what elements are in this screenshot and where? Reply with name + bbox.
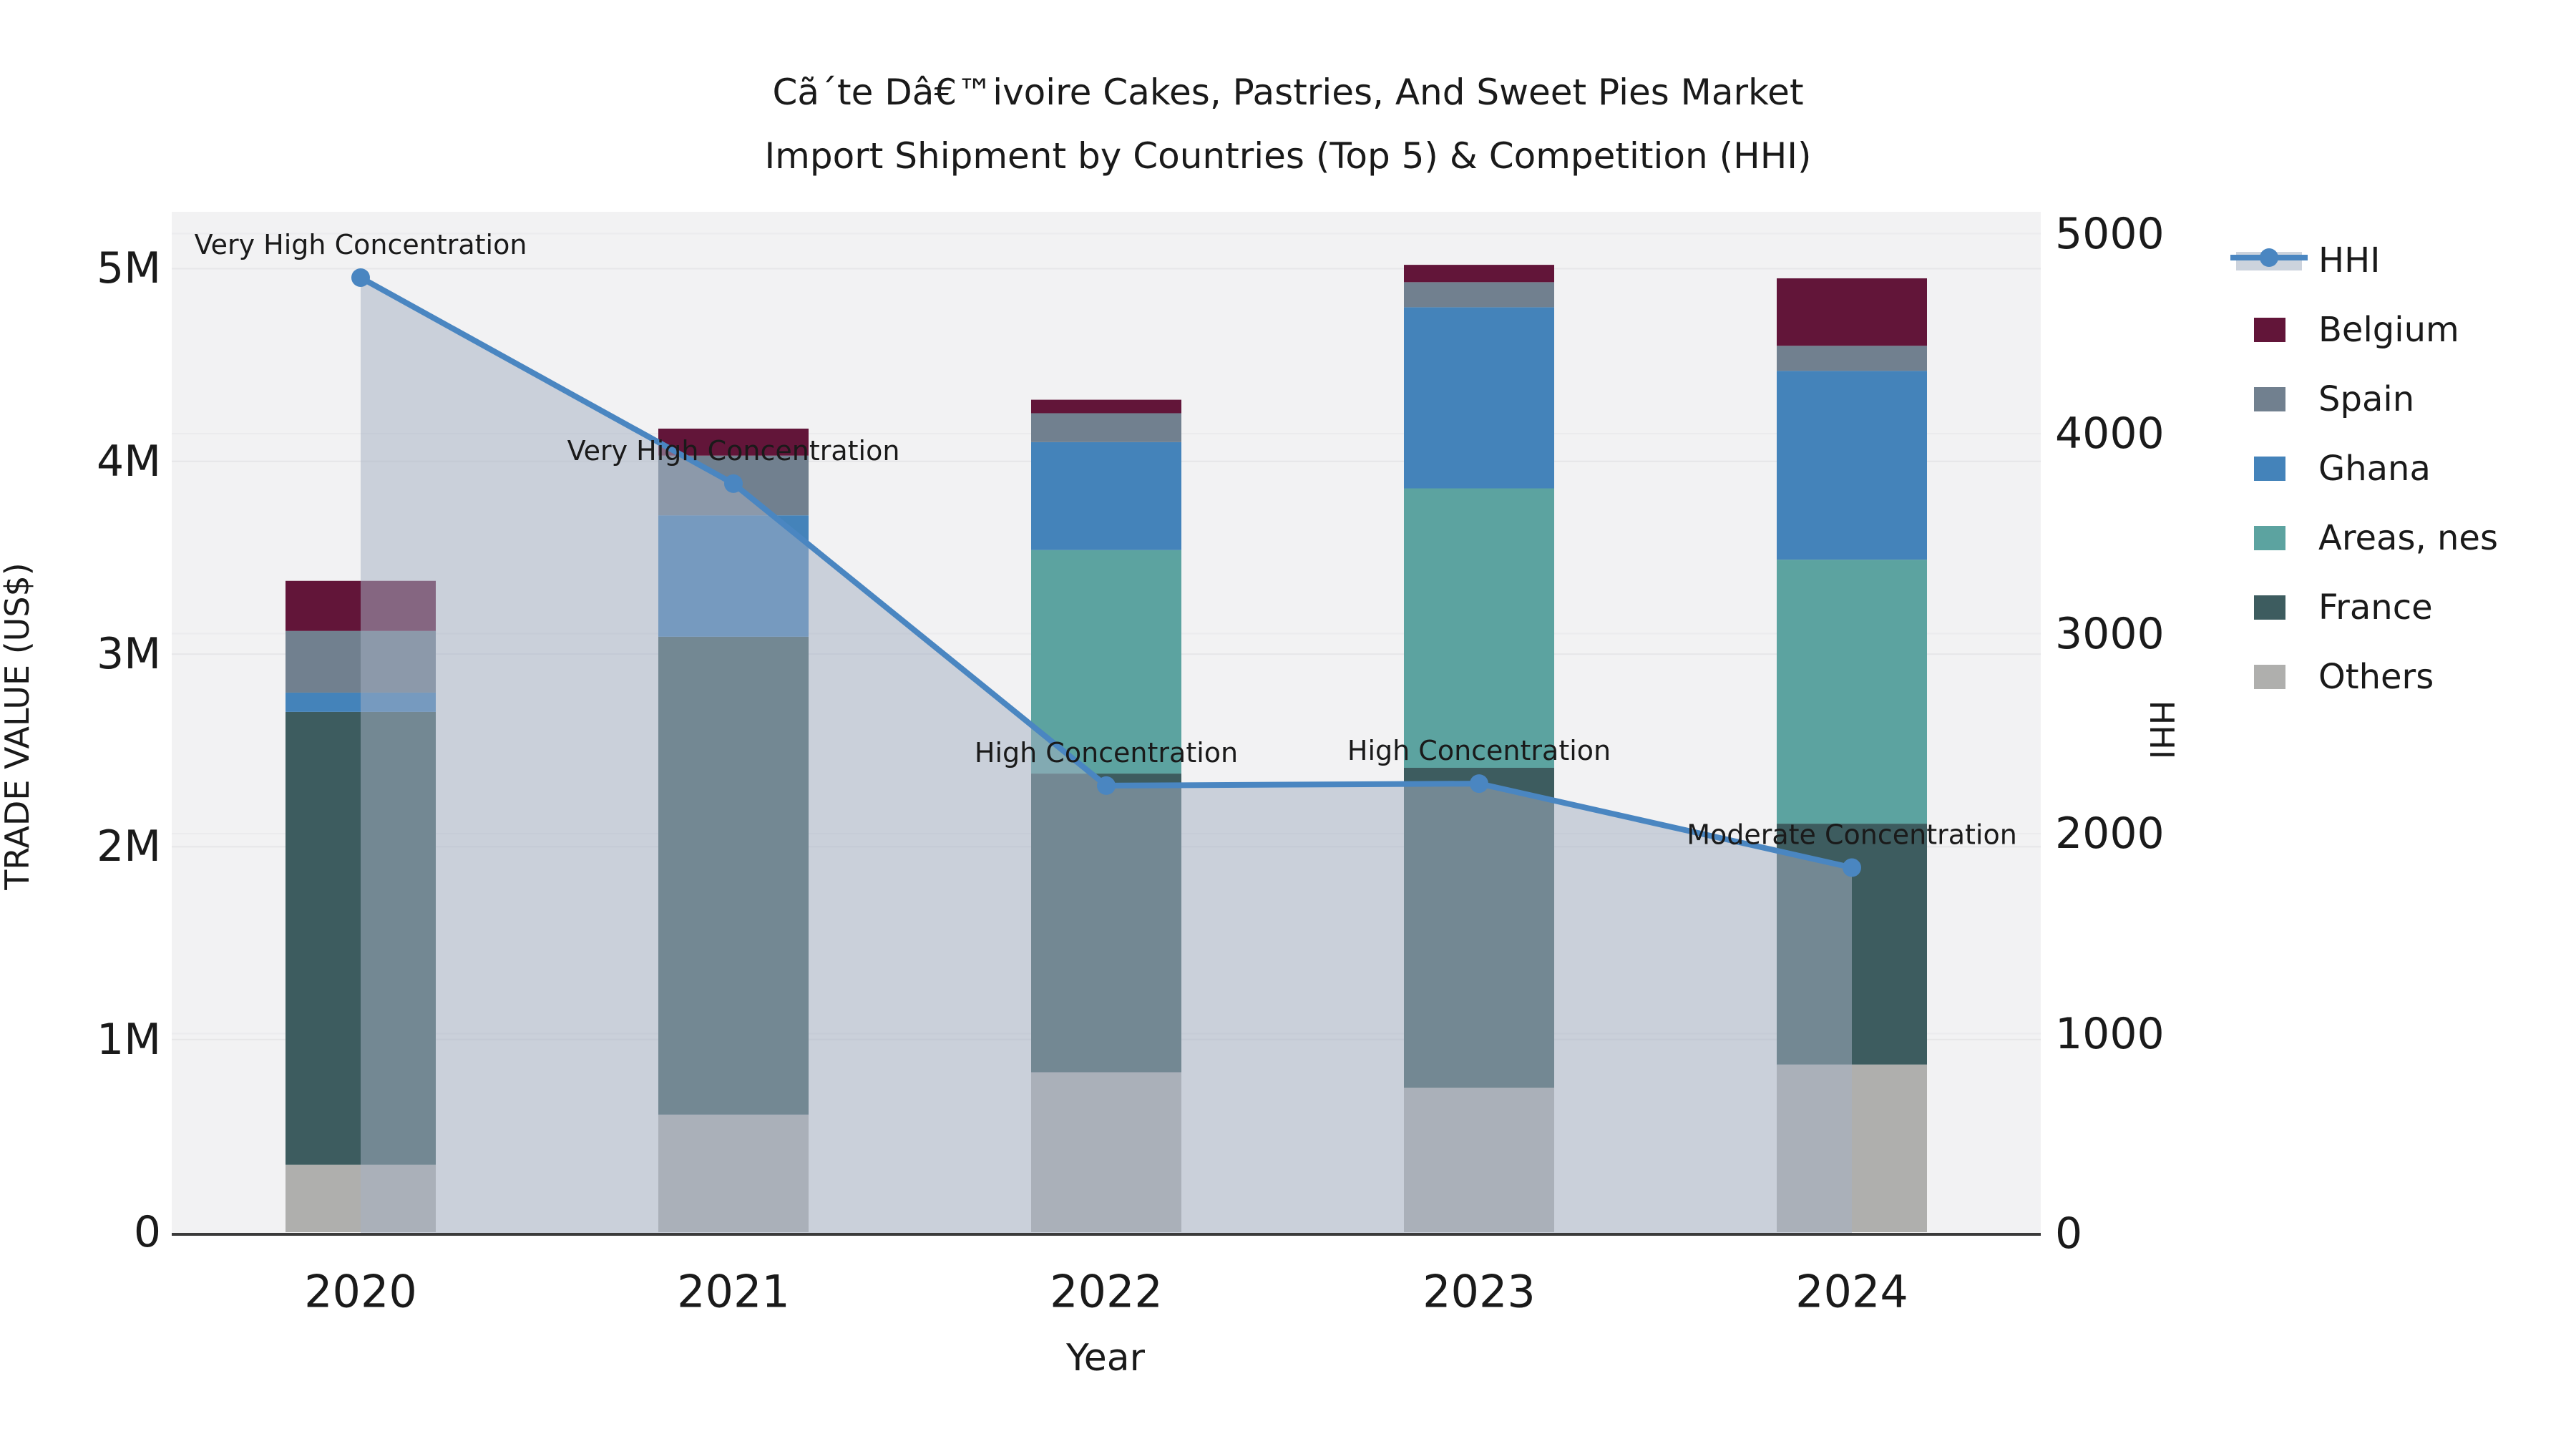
ghana-swatch-icon	[2254, 457, 2285, 481]
y-axis-right-title: HHI	[2142, 701, 2181, 760]
hhi-marker-2024	[1843, 858, 1861, 877]
y-right-tick-0: 0	[2055, 1209, 2082, 1259]
x-axis-title: Year	[1065, 1337, 1146, 1380]
hhi-marker-2021	[724, 474, 743, 493]
bar-segment-areas-nes-2022	[1031, 550, 1181, 774]
others-swatch-icon	[2254, 665, 2285, 689]
bar-segment-ghana-2024	[1777, 371, 1927, 560]
bar-segment-belgium-2023	[1404, 265, 1554, 283]
annotation-2022: High Concentration	[975, 737, 1238, 769]
legend-label-spain: Spain	[2318, 379, 2414, 419]
y-left-tick-1m: 1M	[97, 1015, 161, 1065]
legend-label-belgium: Belgium	[2318, 310, 2459, 350]
bar-segment-spain-2024	[1777, 346, 1927, 371]
x-tick-2020: 2020	[304, 1265, 417, 1317]
y-right-tick-3000: 3000	[2055, 609, 2165, 659]
legend-item-belgium: Belgium	[2254, 310, 2459, 350]
annotation-2021: Very High Concentration	[567, 435, 900, 467]
hhi-marker-2020	[351, 268, 370, 287]
legend-item-spain: Spain	[2254, 379, 2414, 419]
x-tick-2024: 2024	[1795, 1265, 1908, 1317]
bar-segment-belgium-2022	[1031, 399, 1181, 414]
x-tick-2021: 2021	[677, 1265, 790, 1317]
hhi-marker-2023	[1470, 774, 1488, 794]
legend-label-others: Others	[2318, 657, 2434, 697]
bar-segment-ghana-2022	[1031, 441, 1181, 550]
bar-segment-belgium-2021	[658, 429, 809, 456]
chart-title-line1: Cã´te Dâ€™ivoire Cakes, Pastries, And Sw…	[772, 72, 1803, 113]
hhi-area-polygon	[361, 277, 1852, 1234]
y-left-tick-5m: 5M	[97, 243, 161, 293]
y-axis-right-ticks: 0 1000 2000 3000 4000 5000	[2055, 209, 2165, 1259]
y-left-tick-0: 0	[134, 1207, 161, 1257]
x-axis-ticks: 2020 2021 2022 2023 2024	[304, 1265, 1908, 1317]
bar-segment-belgium-2024	[1777, 278, 1927, 346]
annotation-2024: Moderate Concentration	[1687, 819, 2017, 851]
bar-segment-spain-2023	[1404, 282, 1554, 308]
hhi-marker-2022	[1097, 776, 1116, 795]
hhi-marker-swatch-icon	[2260, 248, 2278, 267]
bar-segment-areas-nes-2024	[1777, 560, 1927, 824]
y-right-tick-5000: 5000	[2055, 209, 2165, 259]
legend: HHI Belgium Spain Ghana Areas, nes Franc…	[2230, 240, 2498, 697]
annotation-2023: High Concentration	[1347, 735, 1611, 766]
hhi-area-fill	[361, 277, 1852, 1234]
legend-item-others: Others	[2254, 657, 2434, 697]
x-tick-2022: 2022	[1050, 1265, 1163, 1317]
y-right-tick-4000: 4000	[2055, 409, 2165, 459]
legend-item-ghana: Ghana	[2254, 449, 2431, 489]
y-left-tick-3m: 3M	[97, 629, 161, 679]
bar-segment-areas-nes-2023	[1404, 488, 1554, 768]
hhi-line	[351, 268, 1861, 877]
france-swatch-icon	[2254, 595, 2285, 620]
hhi-annotations: Very High Concentration Very High Concent…	[195, 229, 2017, 851]
legend-label-areas-nes: Areas, nes	[2318, 518, 2498, 558]
legend-item-france: France	[2254, 587, 2433, 628]
legend-label-france: France	[2318, 587, 2433, 628]
y-right-tick-2000: 2000	[2055, 809, 2165, 859]
annotation-2020: Very High Concentration	[195, 229, 527, 260]
x-tick-2023: 2023	[1423, 1265, 1536, 1317]
y-axis-left-title: TRADE VALUE (US$)	[0, 562, 36, 890]
legend-item-hhi: HHI	[2230, 240, 2380, 280]
areas-nes-swatch-icon	[2254, 526, 2285, 550]
y-left-tick-2m: 2M	[97, 821, 161, 872]
belgium-swatch-icon	[2254, 318, 2285, 342]
legend-item-areas-nes: Areas, nes	[2254, 518, 2498, 558]
y-left-tick-4m: 4M	[97, 436, 161, 487]
chart-title-line2: Import Shipment by Countries (Top 5) & C…	[764, 135, 1811, 177]
y-right-tick-1000: 1000	[2055, 1009, 2165, 1059]
y-axis-left-ticks: 0 1M 2M 3M 4M 5M	[97, 243, 161, 1257]
legend-label-hhi: HHI	[2318, 240, 2380, 280]
spain-swatch-icon	[2254, 387, 2285, 411]
legend-label-ghana: Ghana	[2318, 449, 2431, 489]
bar-segment-ghana-2023	[1404, 307, 1554, 489]
bar-segment-spain-2022	[1031, 413, 1181, 442]
